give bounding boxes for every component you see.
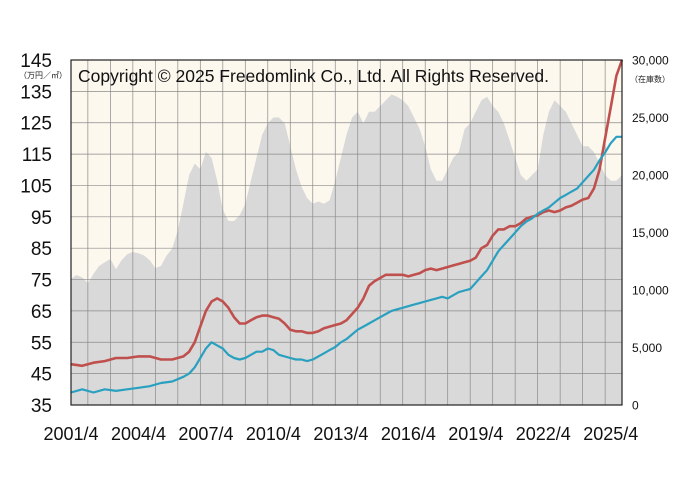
right-axis-unit: （在庫数） [630, 74, 670, 84]
inventory-area [71, 94, 622, 405]
left-tick-label: 55 [31, 333, 52, 354]
x-axis-ticks: 2001/4 2004/4 2007/4 2010/4 2013/4 2016/4 2019… [43, 424, 638, 444]
right-tick-label: 0 [632, 399, 639, 413]
left-tick-label: 35 [31, 396, 52, 417]
x-tick-label: 2004/4 [111, 424, 166, 444]
gridlines [71, 60, 622, 405]
x-tick-label: 2022/4 [516, 424, 571, 444]
left-tick-label: 75 [31, 271, 52, 292]
x-tick-label: 2010/4 [246, 424, 301, 444]
x-tick-label: 2019/4 [448, 424, 503, 444]
red-series-line [70, 59, 624, 368]
left-tick-label: 95 [31, 208, 52, 229]
left-tick-label: 45 [31, 365, 52, 386]
x-tick-label: 2016/4 [381, 424, 436, 444]
right-tick-label: 30,000 [632, 54, 669, 68]
x-tick-label: 2025/4 [583, 424, 638, 444]
right-tick-label: 5,000 [632, 341, 662, 355]
left-tick-label: 135 [20, 82, 52, 103]
right-tick-label: 15,000 [632, 226, 669, 240]
left-axis-unit: （万円／㎡） [19, 71, 67, 80]
left-axis-ticks: 145 135 125 115 105 95 85 75 65 55 45 35 [20, 51, 52, 417]
right-tick-label: 10,000 [632, 284, 669, 298]
left-tick-label: 115 [22, 145, 52, 166]
teal-series-line [70, 135, 622, 394]
left-tick-label: 65 [31, 302, 52, 323]
left-tick-label: 125 [20, 114, 52, 135]
plot-frame [70, 59, 623, 406]
right-tick-label: 25,000 [632, 111, 669, 125]
x-tick-label: 2001/4 [43, 424, 98, 444]
x-tick-label: 2013/4 [313, 424, 368, 444]
copyright-text: Copyright © 2025 Freedomlink Co., Ltd. A… [78, 66, 549, 86]
x-tick-label: 2007/4 [178, 424, 233, 444]
right-axis-ticks: 30,000 25,000 20,000 15,000 10,000 5,000 0 [632, 54, 669, 413]
left-tick-label: 85 [31, 239, 52, 260]
left-tick-label: 145 [20, 51, 52, 72]
left-tick-label: 105 [20, 176, 52, 197]
right-tick-label: 20,000 [632, 169, 669, 183]
